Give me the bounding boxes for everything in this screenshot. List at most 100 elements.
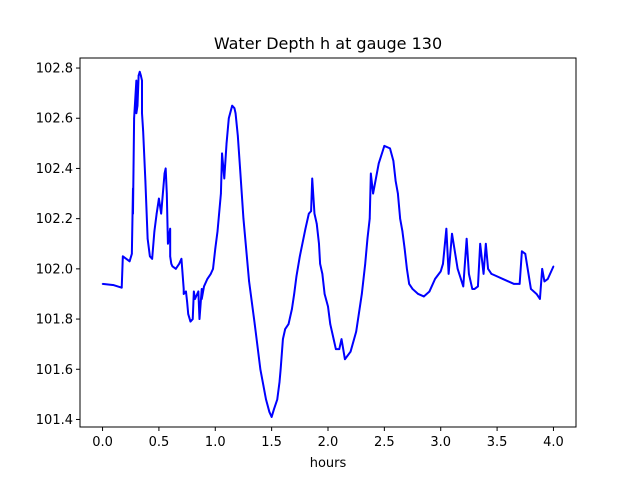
data-point: [447, 273, 450, 275]
data-point: [153, 230, 156, 232]
data-point: [310, 210, 312, 212]
data-point: [248, 280, 250, 283]
data-point: [203, 285, 205, 288]
data-point: [318, 242, 320, 245]
data-point: [113, 284, 115, 286]
data-point: [194, 298, 196, 300]
x-tick-label: 0.5: [149, 435, 170, 450]
data-point: [552, 265, 555, 268]
data-point: [144, 180, 147, 182]
data-point: [372, 192, 374, 195]
data-point: [335, 348, 337, 350]
data-point: [490, 273, 493, 275]
data-point: [349, 350, 352, 353]
x-tick-label: 0.0: [92, 435, 113, 450]
data-point: [323, 293, 326, 295]
y-tick-label: 102.2: [36, 212, 73, 227]
data-point: [186, 300, 188, 303]
data-point: [141, 79, 143, 82]
x-axis-label: hours: [310, 456, 347, 471]
data-point: [185, 290, 187, 293]
data-point: [198, 318, 201, 320]
data-point: [138, 71, 141, 73]
data-point: [364, 263, 367, 265]
data-point: [304, 227, 307, 230]
data-point: [182, 288, 185, 290]
data-point: [276, 398, 279, 401]
data-point: [389, 147, 391, 150]
data-point: [287, 323, 290, 325]
data-point: [101, 283, 104, 285]
data-point: [338, 348, 341, 350]
data-point: [445, 227, 448, 230]
data-point: [397, 192, 399, 195]
data-point: [167, 242, 169, 245]
x-tick-label: 1.0: [205, 435, 226, 450]
data-point: [434, 278, 436, 280]
data-point: [265, 398, 267, 401]
data-point: [442, 263, 444, 265]
data-point: [482, 273, 485, 275]
data-point: [368, 217, 371, 220]
data-point: [216, 230, 219, 232]
data-point: [234, 112, 237, 115]
data-point: [270, 416, 273, 418]
data-point: [295, 275, 298, 278]
data-point: [394, 180, 397, 182]
data-point: [273, 408, 275, 411]
data-point: [239, 167, 241, 170]
data-point: [428, 290, 431, 293]
data-point: [366, 237, 369, 240]
data-point: [141, 112, 143, 115]
data-point: [401, 230, 404, 232]
data-point: [308, 212, 310, 215]
data-point: [403, 247, 406, 250]
data-point: [417, 293, 419, 295]
data-points: [101, 71, 555, 418]
data-point: [406, 268, 408, 270]
data-point: [521, 250, 523, 253]
data-point: [549, 273, 551, 275]
data-point: [329, 323, 332, 325]
data-point: [451, 232, 453, 235]
y-axis: 101.4 101.6 101.8 102.0 102.2 102.4 102.6 102.8: [36, 62, 80, 428]
data-point: [191, 318, 194, 320]
data-point: [392, 160, 395, 162]
data-point: [166, 192, 168, 195]
data-point: [361, 293, 363, 295]
x-tick-label: 2.5: [374, 435, 395, 450]
data-point: [501, 278, 504, 280]
data-point: [237, 135, 239, 137]
data-point: [411, 288, 414, 290]
data-point: [133, 117, 135, 120]
y-tick-label: 102.6: [36, 112, 73, 127]
data-point: [355, 330, 357, 333]
data-point: [233, 107, 236, 109]
data-point: [293, 293, 295, 295]
data-point: [291, 308, 293, 310]
data-point: [439, 270, 442, 273]
data-point: [477, 285, 479, 288]
data-point: [231, 104, 233, 107]
data-point: [221, 152, 223, 155]
data-point: [259, 368, 262, 371]
data-point: [319, 263, 321, 265]
data-point: [189, 320, 192, 323]
data-point: [160, 212, 162, 215]
plot-area: [79, 57, 577, 428]
data-point: [370, 172, 372, 175]
data-point: [399, 217, 401, 220]
x-tick-label: 3.5: [487, 435, 508, 450]
data-point: [315, 222, 318, 225]
data-point: [163, 172, 166, 175]
x-tick-label: 2.0: [318, 435, 339, 450]
data-point: [223, 177, 226, 180]
chart-title: Water Depth h at gauge 130: [214, 34, 442, 53]
data-point: [214, 247, 217, 250]
data-point: [151, 258, 153, 260]
data-point: [149, 255, 151, 258]
data-point: [543, 280, 546, 283]
data-point: [284, 328, 286, 330]
data-point: [200, 288, 203, 290]
data-point: [180, 258, 183, 260]
